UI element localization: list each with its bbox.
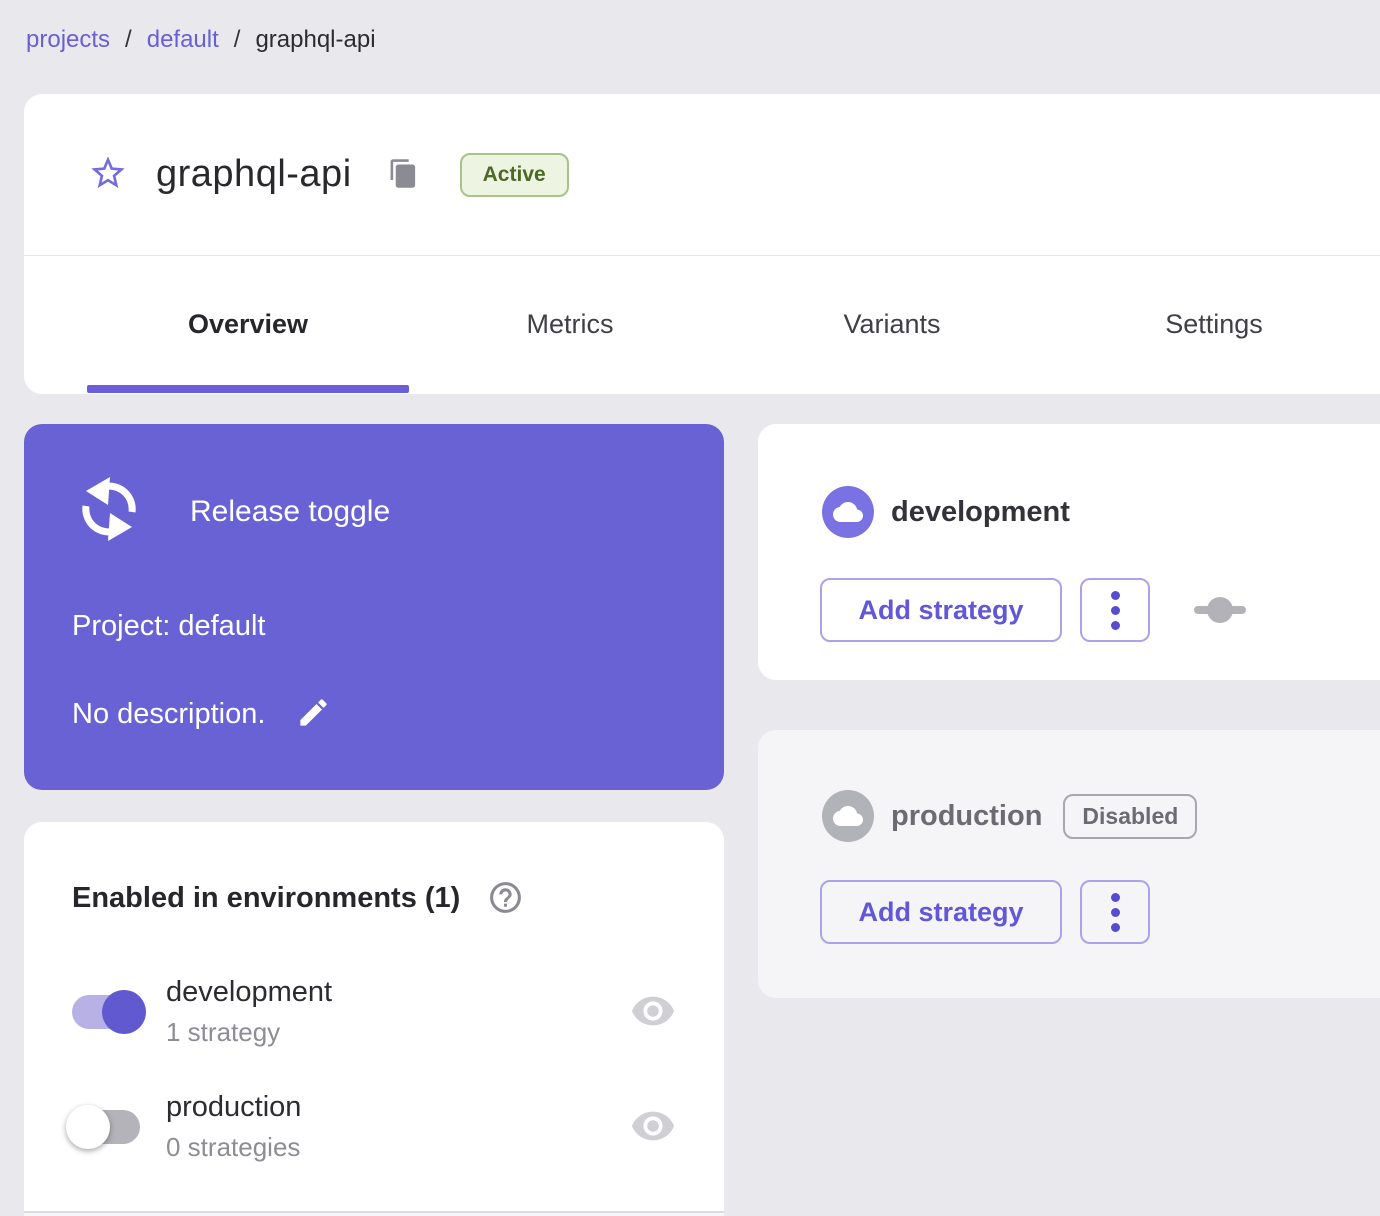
disabled-badge: Disabled xyxy=(1063,793,1198,839)
copy-name-button[interactable] xyxy=(388,158,420,192)
visibility-button[interactable] xyxy=(630,989,676,1035)
environment-name: production xyxy=(891,799,1043,832)
environment-actions: Add strategy xyxy=(820,578,1246,642)
eye-icon xyxy=(630,988,676,1037)
kebab-icon xyxy=(1110,892,1120,902)
description-row: No description. xyxy=(72,696,331,732)
development-toggle[interactable] xyxy=(72,990,146,1034)
environment-name: development xyxy=(891,495,1070,528)
cloud-icon xyxy=(822,486,874,538)
project-label: Project: default xyxy=(72,610,266,642)
add-strategy-button[interactable]: Add strategy xyxy=(820,880,1062,944)
page-title: graphql-api xyxy=(156,153,352,195)
help-icon xyxy=(487,879,524,919)
tab-settings[interactable]: Settings xyxy=(1053,256,1375,393)
environment-row-name: production xyxy=(166,1091,302,1123)
copy-icon xyxy=(388,158,419,192)
status-badge: Active xyxy=(459,152,569,197)
breadcrumb-current: graphql-api xyxy=(255,26,376,53)
environment-row-strategies: 1 strategy xyxy=(166,1017,281,1047)
breadcrumb-separator: / xyxy=(125,26,132,53)
tab-metrics[interactable]: Metrics xyxy=(409,256,731,393)
tab-variants[interactable]: Variants xyxy=(731,256,1053,393)
environment-card-production: production Disabled Add strategy xyxy=(758,730,1380,998)
breadcrumb-link-default[interactable]: default xyxy=(146,26,219,53)
strategy-slider-icon xyxy=(1194,596,1246,624)
edit-icon xyxy=(296,695,331,733)
help-button[interactable] xyxy=(487,880,524,917)
environment-header: development xyxy=(822,486,1070,538)
breadcrumb-link-projects[interactable]: projects xyxy=(26,26,111,53)
star-icon xyxy=(88,153,128,196)
enabled-environments-header: Enabled in environments (1) xyxy=(72,880,524,917)
environment-actions: Add strategy xyxy=(820,880,1150,944)
environment-row-strategies: 0 strategies xyxy=(166,1132,301,1162)
card-bottom-divider xyxy=(24,1211,724,1216)
environment-menu-button[interactable] xyxy=(1080,880,1150,944)
add-strategy-button[interactable]: Add strategy xyxy=(820,578,1062,642)
breadcrumb: projects / default / graphql-api xyxy=(26,26,376,54)
favorite-button[interactable] xyxy=(88,155,128,195)
edit-description-button[interactable] xyxy=(295,696,331,732)
refresh-icon xyxy=(76,476,142,547)
feature-summary-card: Release toggle Project: default No descr… xyxy=(24,424,724,790)
environment-row-name: development xyxy=(166,976,333,1008)
production-toggle[interactable] xyxy=(66,1105,140,1149)
environment-toggle-row-development: development 1 strategy xyxy=(72,972,724,1052)
visibility-button[interactable] xyxy=(630,1104,676,1150)
tab-overview[interactable]: Overview xyxy=(87,256,409,393)
eye-icon xyxy=(630,1103,676,1152)
feature-type-label: Release toggle xyxy=(190,494,391,528)
feature-header-card: graphql-api Active Overview Metrics Vari… xyxy=(24,94,1380,394)
environment-menu-button[interactable] xyxy=(1080,578,1150,642)
kebab-icon xyxy=(1110,590,1120,600)
tabs: Overview Metrics Variants Settings xyxy=(24,256,1380,393)
enabled-environments-card: Enabled in environments (1) development … xyxy=(24,822,724,1216)
feature-type-row: Release toggle xyxy=(76,476,390,547)
breadcrumb-separator: / xyxy=(233,26,241,53)
cloud-icon xyxy=(822,790,874,842)
environment-toggle-row-production: production 0 strategies xyxy=(66,1087,724,1167)
environment-card-development: development Add strategy xyxy=(758,424,1380,680)
title-row: graphql-api Active xyxy=(24,94,1380,256)
enabled-environments-title: Enabled in environments (1) xyxy=(72,882,461,914)
description-text: No description. xyxy=(72,697,266,730)
active-tab-indicator xyxy=(87,385,409,393)
environment-header: production Disabled xyxy=(822,790,1198,842)
